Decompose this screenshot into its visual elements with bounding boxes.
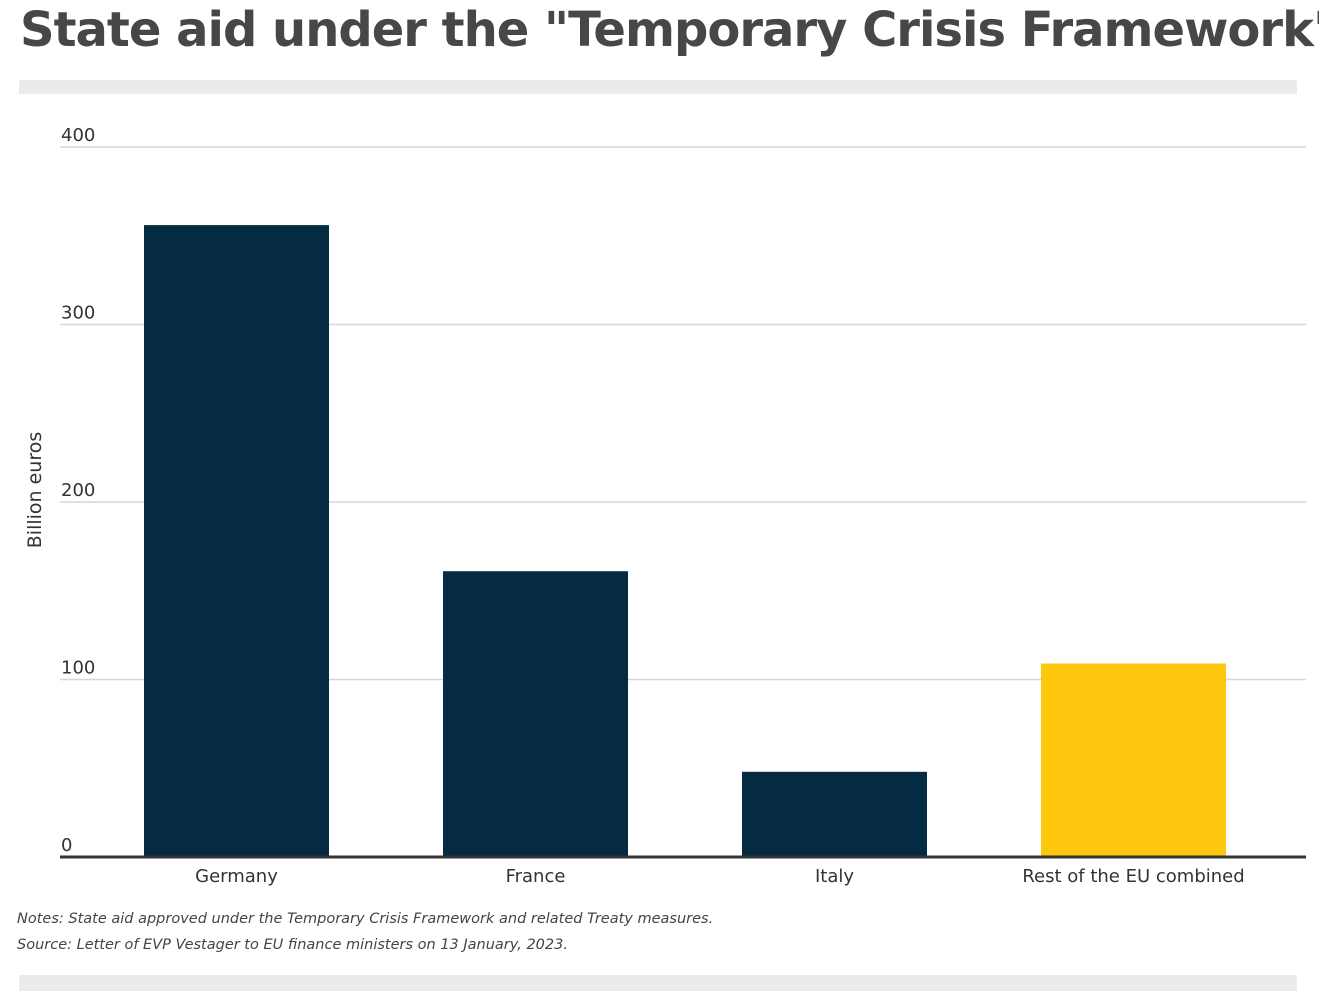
notes-text: Notes: State aid approved under the Temp… <box>17 911 714 927</box>
y-axis-ticks: 0 100 200 300 400 <box>61 125 95 856</box>
x-category-label: Germany <box>195 866 278 887</box>
bar <box>144 225 329 858</box>
bar <box>742 771 927 857</box>
y-tick-label: 0 <box>61 835 72 856</box>
x-category-label: France <box>506 866 566 887</box>
bar <box>1041 663 1226 857</box>
bottom-divider-band <box>19 975 1297 991</box>
chart-title: State aid under the "Temporary Crisis Fr… <box>20 2 1319 58</box>
y-tick-label: 100 <box>61 658 95 679</box>
y-tick-label: 200 <box>61 480 95 501</box>
y-axis-title: Billion euros <box>24 432 46 549</box>
source-text: Source: Letter of EVP Vestager to EU fin… <box>17 937 568 953</box>
y-tick-label: 400 <box>61 125 95 146</box>
x-category-label: Italy <box>815 866 854 887</box>
bars <box>144 225 1226 858</box>
bar-chart: 0 100 200 300 400 Germany France Italy Rest of … <box>24 125 1306 887</box>
y-tick-label: 300 <box>61 303 95 324</box>
x-axis-categories: Germany France Italy Rest of the EU combine… <box>195 866 1245 887</box>
top-divider-band <box>19 80 1297 94</box>
x-category-label: Rest of the EU combined <box>1022 866 1244 887</box>
bar <box>443 571 628 857</box>
